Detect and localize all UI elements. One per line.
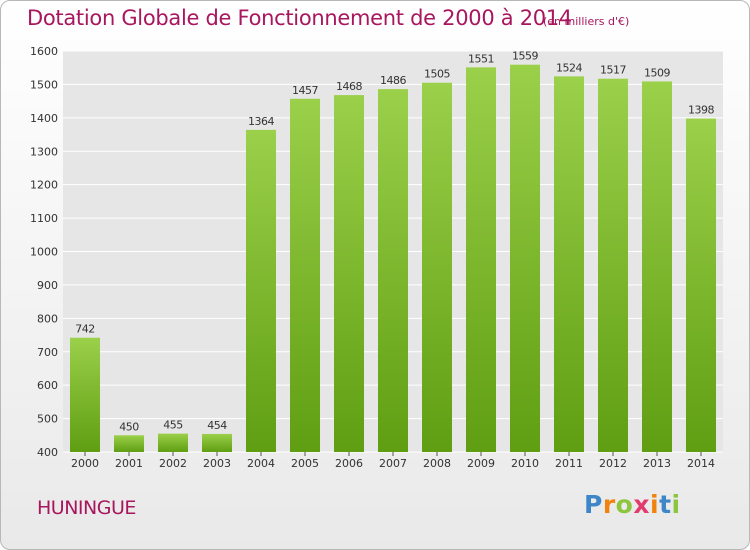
y-tick-label: 1400 bbox=[30, 112, 58, 125]
logo-letter: t bbox=[659, 490, 672, 519]
data-label: 1509 bbox=[644, 66, 670, 79]
bars: 742 450 455 454 1364 1457 1468 1486 1505 1551 1559… bbox=[70, 50, 716, 453]
logo-letter: P bbox=[584, 490, 603, 519]
y-tick-label: 1500 bbox=[30, 78, 58, 91]
bar-2002 bbox=[158, 433, 188, 452]
x-tick-label: 2000 bbox=[71, 457, 99, 470]
data-label: 1524 bbox=[556, 61, 582, 74]
y-tick-label: 1600 bbox=[30, 45, 58, 58]
x-tick-label: 2003 bbox=[203, 457, 231, 470]
bar-2000 bbox=[70, 337, 100, 452]
y-tick-label: 500 bbox=[37, 413, 58, 426]
bar-2007 bbox=[378, 89, 408, 452]
data-label: 1398 bbox=[688, 104, 714, 117]
chart-title: Dotation Globale de Fonctionnement de 20… bbox=[27, 6, 572, 30]
y-tick-label: 600 bbox=[37, 379, 58, 392]
x-tick-label: 2010 bbox=[511, 457, 539, 470]
x-tick-label: 2006 bbox=[335, 457, 363, 470]
bar-2008 bbox=[422, 82, 452, 452]
x-tick-label: 2009 bbox=[467, 457, 495, 470]
x-tick-label: 2007 bbox=[379, 457, 407, 470]
y-tick-label: 1000 bbox=[30, 246, 58, 259]
bar-2011 bbox=[554, 76, 584, 452]
logo-letter: i bbox=[671, 490, 681, 519]
city-name: HUNINGUE bbox=[37, 497, 136, 519]
logo-letter: r bbox=[602, 490, 616, 519]
x-tick-label: 2004 bbox=[247, 457, 275, 470]
x-tick-label: 2013 bbox=[643, 457, 671, 470]
bar-2009 bbox=[466, 67, 496, 452]
bar-2004 bbox=[246, 129, 276, 452]
logo-letter: o bbox=[615, 490, 634, 519]
data-label: 1517 bbox=[600, 64, 626, 77]
data-label: 1559 bbox=[512, 50, 538, 63]
data-label: 1505 bbox=[424, 68, 450, 81]
logo-letter: x bbox=[633, 490, 650, 519]
bar-2001 bbox=[114, 435, 144, 452]
x-tick-label: 2014 bbox=[687, 457, 715, 470]
data-label: 454 bbox=[207, 419, 227, 432]
x-tick-label: 2008 bbox=[423, 457, 451, 470]
y-axis: 400 500 600 700 800 900 1000 1100 1200 1300 1400 15… bbox=[30, 45, 58, 459]
data-label: 450 bbox=[119, 420, 139, 433]
data-label: 1457 bbox=[292, 84, 318, 97]
chart-unit: (en milliers d'€) bbox=[543, 15, 630, 28]
data-label: 1364 bbox=[248, 115, 274, 128]
data-label: 1551 bbox=[468, 52, 494, 65]
data-label: 742 bbox=[75, 323, 95, 336]
bar-2005 bbox=[290, 98, 320, 453]
y-tick-label: 1300 bbox=[30, 145, 58, 158]
y-tick-label: 1100 bbox=[30, 212, 58, 225]
x-tick-label: 2011 bbox=[555, 457, 583, 470]
bar-2010 bbox=[510, 64, 540, 452]
x-tick-label: 2012 bbox=[599, 457, 627, 470]
proxiti-logo: Proxiti bbox=[584, 490, 681, 519]
data-label: 1486 bbox=[380, 74, 406, 87]
bar-2012 bbox=[598, 78, 628, 452]
bar-2013 bbox=[642, 81, 672, 452]
bar-2003 bbox=[202, 433, 232, 452]
x-tick-label: 2002 bbox=[159, 457, 187, 470]
y-tick-label: 400 bbox=[37, 446, 58, 459]
logo-letter: i bbox=[650, 490, 660, 519]
y-tick-label: 1200 bbox=[30, 179, 58, 192]
y-tick-label: 700 bbox=[37, 346, 58, 359]
x-axis: 2000 2001 2002 2003 2004 2005 2006 2007 2008 2009… bbox=[71, 452, 715, 470]
y-tick-label: 900 bbox=[37, 279, 58, 292]
data-label: 1468 bbox=[336, 80, 362, 93]
data-label: 455 bbox=[163, 419, 183, 432]
bar-2006 bbox=[334, 95, 364, 453]
x-tick-label: 2001 bbox=[115, 457, 143, 470]
x-tick-label: 2005 bbox=[291, 457, 319, 470]
y-tick-label: 800 bbox=[37, 312, 58, 325]
bar-2014 bbox=[686, 118, 716, 453]
